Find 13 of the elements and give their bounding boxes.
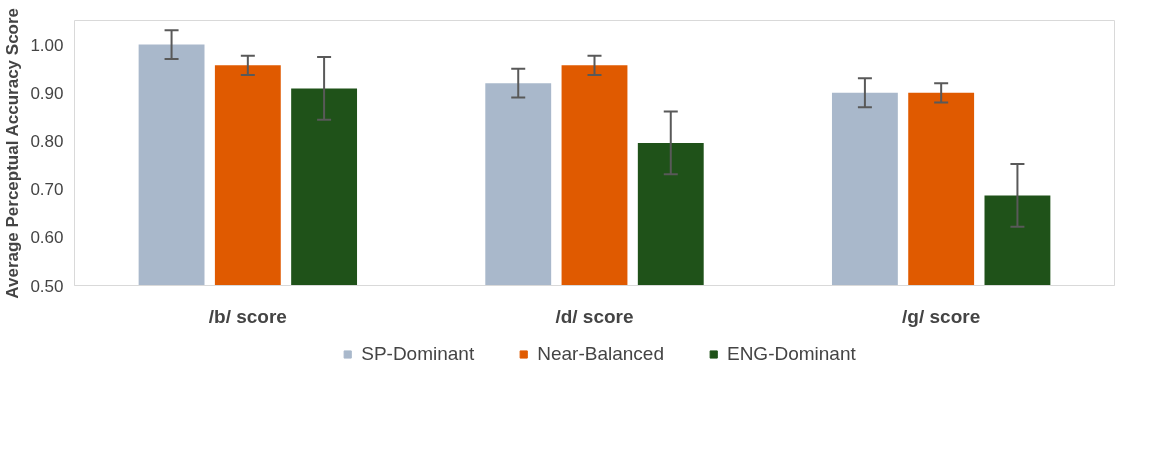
x-tick-label: /b/ score [208,305,287,327]
legend-label: SP-Dominant [361,343,475,365]
x-tick-label: /g/ score [902,305,981,327]
y-tick-label: 0.90 [30,83,64,103]
y-axis-title: Average Perceptual Accuracy Score [3,7,23,299]
y-tick-label: 0.60 [30,228,64,248]
y-tick-label: 1.00 [30,35,64,55]
legend-label: Near-Balanced [537,343,664,365]
y-tick-label: 0.80 [30,131,64,151]
y-tick-label: 0.70 [30,180,64,200]
legend-label: ENG-Dominant [726,343,856,365]
y-tick-label: 0.50 [30,276,64,296]
x-tick-label: /d/ score [555,305,634,327]
